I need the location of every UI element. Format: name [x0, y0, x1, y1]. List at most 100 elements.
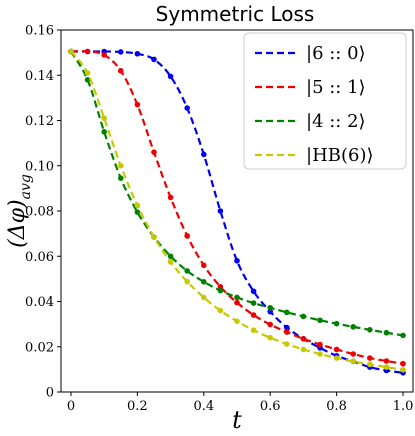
data-point	[400, 367, 406, 373]
data-point	[167, 194, 174, 201]
data-point	[217, 208, 224, 214]
data-point	[84, 70, 91, 76]
series-4	[68, 48, 406, 373]
data-point	[184, 233, 190, 239]
data-point	[350, 358, 357, 365]
data-point	[267, 321, 274, 328]
data-point	[167, 253, 174, 260]
data-point	[101, 129, 107, 135]
legend-label: |5 :: 1⟩	[306, 77, 366, 98]
data-point	[250, 300, 257, 306]
data-point	[333, 346, 340, 353]
y-tick-label: 0.02	[25, 340, 54, 355]
data-point	[200, 151, 207, 158]
x-tick-label: 1.0	[393, 399, 414, 414]
plot-area	[68, 48, 406, 376]
data-point	[400, 332, 406, 339]
data-point	[217, 283, 224, 290]
data-point	[117, 175, 124, 181]
data-point	[267, 308, 274, 315]
x-tick-label: 0.8	[326, 399, 347, 414]
data-point	[284, 341, 290, 347]
data-point	[117, 67, 124, 74]
data-point	[184, 105, 190, 111]
legend-label: |HB(6)⟩	[306, 145, 374, 166]
data-point	[367, 326, 373, 333]
y-axis-label-main: (Δφ)	[5, 199, 30, 247]
data-point	[250, 288, 257, 295]
data-point	[350, 351, 357, 357]
y-tick-label: 0.10	[25, 159, 54, 174]
y-axis-label: (Δφ)avg	[5, 174, 34, 248]
data-point	[284, 309, 290, 316]
y-tick-label: 0.04	[25, 295, 54, 310]
data-point	[200, 262, 207, 269]
data-point	[383, 364, 390, 370]
data-point	[333, 355, 340, 361]
data-point	[134, 50, 141, 57]
data-point	[151, 234, 157, 240]
legend: |6 :: 0⟩|5 :: 1⟩|4 :: 2⟩|HB(6)⟩	[243, 32, 407, 170]
data-point	[117, 162, 124, 169]
data-point	[300, 346, 307, 353]
y-tick-label: 0.06	[25, 250, 54, 265]
data-point	[284, 329, 290, 335]
data-point	[250, 312, 257, 318]
data-point	[383, 329, 390, 336]
data-point	[184, 278, 190, 285]
data-point	[234, 299, 240, 306]
data-point	[234, 294, 240, 301]
data-point	[167, 259, 174, 265]
x-tick-label: 0.4	[193, 399, 214, 414]
data-point	[68, 48, 74, 55]
data-point	[151, 56, 157, 63]
data-point	[151, 149, 157, 155]
data-point	[184, 268, 190, 274]
data-point	[200, 294, 207, 301]
data-point	[250, 327, 257, 334]
y-tick-label: 0.14	[25, 69, 54, 84]
data-point	[200, 279, 207, 285]
data-point	[217, 287, 224, 294]
data-point	[400, 360, 406, 367]
data-point	[234, 257, 240, 264]
data-point	[284, 324, 290, 331]
data-point	[101, 52, 107, 58]
data-point	[300, 336, 307, 342]
data-point	[383, 358, 390, 364]
y-axis: 0 0.02 0.04 0.06 0.08 0.10 0.12 0.14 0.16	[25, 24, 61, 401]
data-point	[134, 209, 141, 215]
data-point	[300, 313, 307, 320]
y-axis-label-subscript: avg	[18, 174, 34, 199]
data-point	[317, 351, 323, 357]
data-point	[134, 101, 141, 108]
data-point	[101, 115, 107, 122]
x-tick-label: 0.2	[127, 399, 148, 414]
data-point	[167, 73, 174, 80]
data-point	[350, 324, 357, 330]
data-point	[217, 307, 224, 314]
data-point	[84, 48, 91, 55]
data-point	[333, 320, 340, 327]
chart-title: Symmetric Loss	[156, 2, 315, 26]
y-tick-label: 0.08	[25, 205, 54, 220]
x-tick-label: 0	[67, 399, 75, 414]
data-point	[134, 202, 141, 209]
x-axis-label: t	[232, 406, 242, 434]
data-point	[117, 49, 124, 55]
legend-box	[243, 32, 407, 170]
legend-label: |4 :: 2⟩	[306, 111, 366, 132]
data-point	[317, 341, 323, 348]
data-point	[267, 334, 274, 341]
data-point	[267, 305, 274, 311]
data-point	[234, 318, 240, 324]
series-2	[68, 48, 406, 367]
data-point	[367, 361, 373, 368]
data-point	[367, 355, 373, 361]
y-tick-label: 0	[46, 386, 54, 401]
data-point	[317, 317, 323, 324]
x-tick-label: 0.6	[260, 399, 281, 414]
y-tick-label: 0.12	[25, 114, 54, 129]
x-axis: 0 0.2 0.4 0.6 0.8 1.0	[67, 392, 414, 414]
